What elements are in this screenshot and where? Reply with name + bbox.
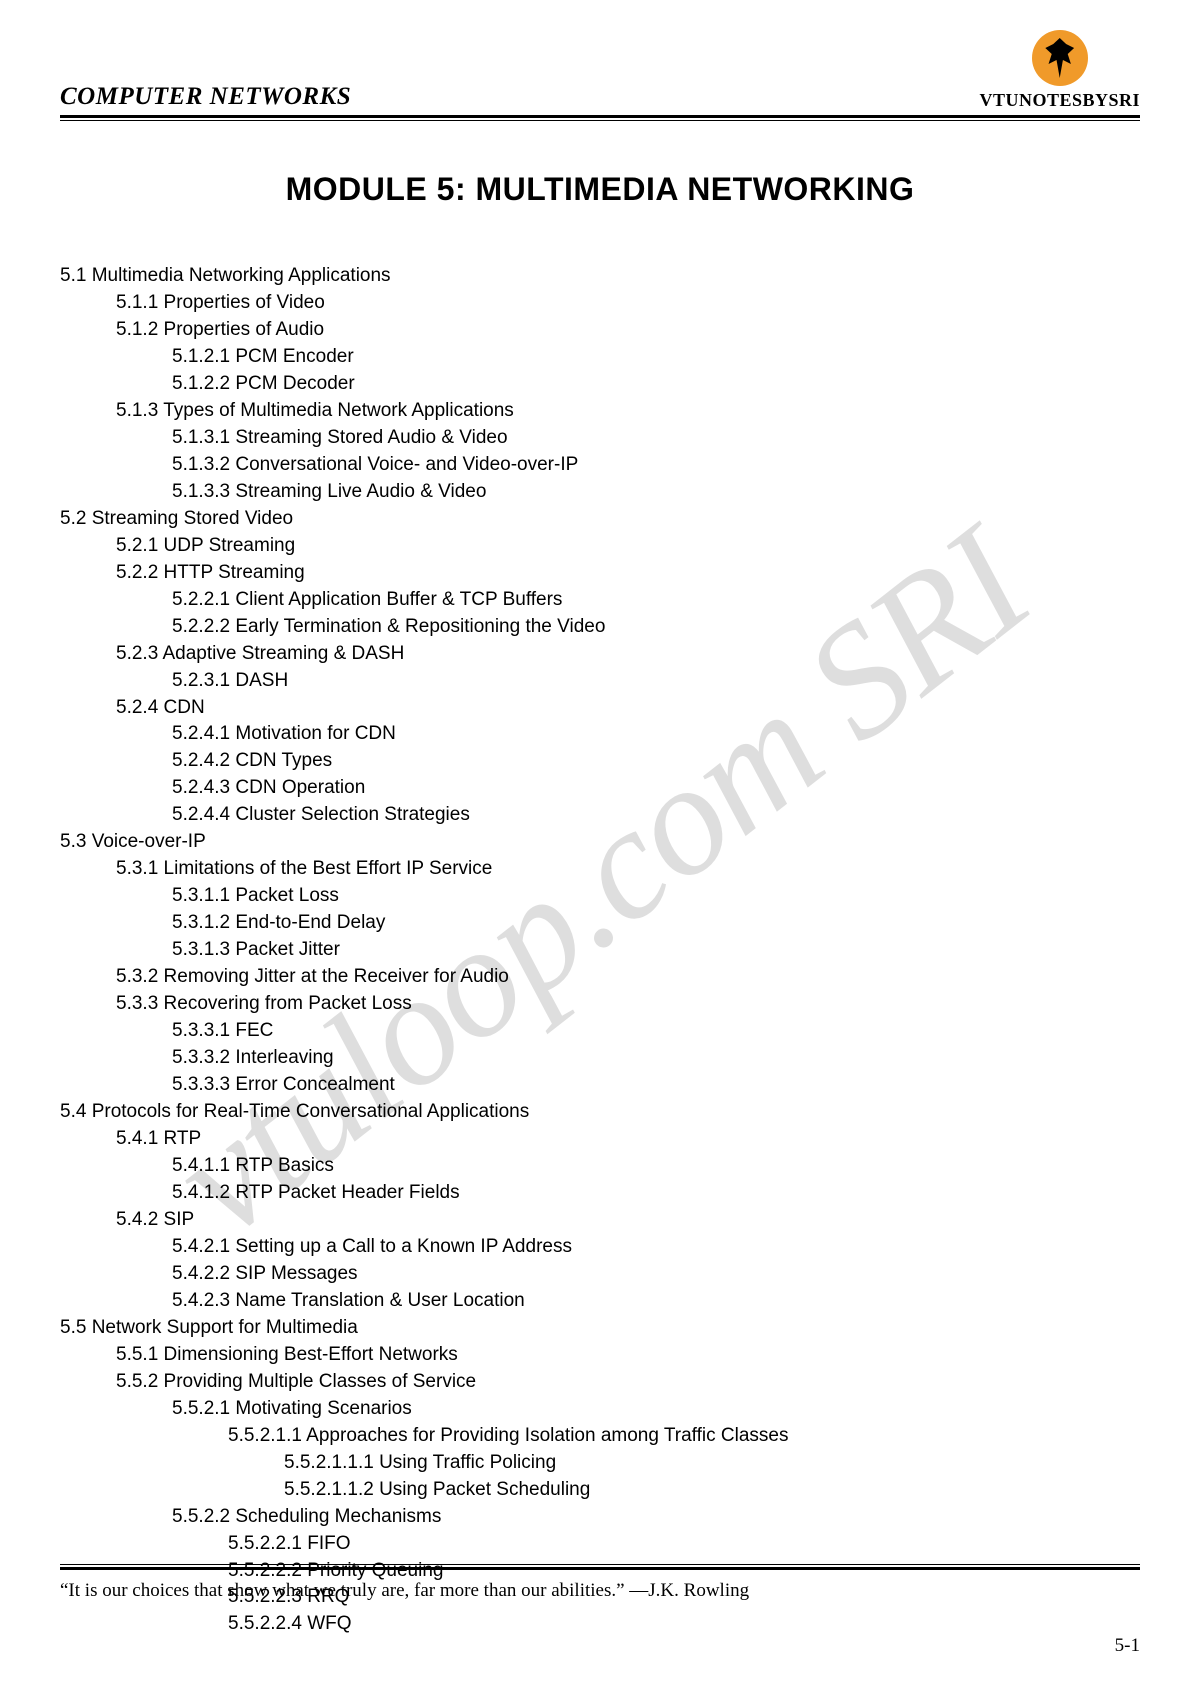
table-of-contents: 5.1 Multimedia Networking Applications5.… bbox=[60, 263, 1140, 1638]
toc-entry: 5.4.1.1 RTP Basics bbox=[172, 1153, 1140, 1180]
toc-entry: 5.2.2 HTTP Streaming bbox=[116, 560, 1140, 587]
toc-entry: 5.1.2 Properties of Audio bbox=[116, 317, 1140, 344]
header-row: COMPUTER NETWORKS VTUNOTESBYSRI bbox=[60, 30, 1140, 111]
toc-entry: 5.2.4.1 Motivation for CDN bbox=[172, 721, 1140, 748]
toc-entry: 5.5.2.1.1 Approaches for Providing Isola… bbox=[228, 1423, 1140, 1450]
toc-entry: 5.2.1 UDP Streaming bbox=[116, 533, 1140, 560]
toc-entry: 5.1.3.2 Conversational Voice- and Video-… bbox=[172, 452, 1140, 479]
toc-entry: 5.1.3 Types of Multimedia Network Applic… bbox=[116, 398, 1140, 425]
toc-entry: 5.3.1.2 End-to-End Delay bbox=[172, 910, 1140, 937]
toc-entry: 5.3.1.3 Packet Jitter bbox=[172, 937, 1140, 964]
toc-entry: 5.3.1 Limitations of the Best Effort IP … bbox=[116, 856, 1140, 883]
brand-block: VTUNOTESBYSRI bbox=[979, 30, 1140, 111]
toc-entry: 5.2.4.2 CDN Types bbox=[172, 748, 1140, 775]
footer-area: “It is our choices that show what we tru… bbox=[60, 1544, 1140, 1602]
toc-entry: 5.4.1.2 RTP Packet Header Fields bbox=[172, 1180, 1140, 1207]
footer-rule bbox=[60, 1564, 1140, 1570]
toc-entry: 5.2.2.1 Client Application Buffer & TCP … bbox=[172, 587, 1140, 614]
toc-entry: 5.5 Network Support for Multimedia bbox=[60, 1315, 1140, 1342]
toc-entry: 5.5.1 Dimensioning Best-Effort Networks bbox=[116, 1342, 1140, 1369]
toc-entry: 5.5.2.2.4 WFQ bbox=[228, 1611, 1140, 1638]
toc-entry: 5.4.2.2 SIP Messages bbox=[172, 1261, 1140, 1288]
course-title: COMPUTER NETWORKS bbox=[60, 83, 351, 111]
toc-entry: 5.1.3.3 Streaming Live Audio & Video bbox=[172, 479, 1140, 506]
module-title: MODULE 5: MULTIMEDIA NETWORKING bbox=[60, 171, 1140, 208]
toc-entry: 5.5.2.1 Motivating Scenarios bbox=[172, 1396, 1140, 1423]
toc-entry: 5.3.3.2 Interleaving bbox=[172, 1045, 1140, 1072]
toc-entry: 5.3.3.1 FEC bbox=[172, 1018, 1140, 1045]
toc-entry: 5.3.3.3 Error Concealment bbox=[172, 1072, 1140, 1099]
toc-entry: 5.1.2.2 PCM Decoder bbox=[172, 371, 1140, 398]
toc-entry: 5.2.3 Adaptive Streaming & DASH bbox=[116, 641, 1140, 668]
toc-entry: 5.3.1.1 Packet Loss bbox=[172, 883, 1140, 910]
toc-entry: 5.2.4 CDN bbox=[116, 695, 1140, 722]
toc-entry: 5.1.2.1 PCM Encoder bbox=[172, 344, 1140, 371]
toc-entry: 5.5.2 Providing Multiple Classes of Serv… bbox=[116, 1369, 1140, 1396]
toc-entry: 5.1.3.1 Streaming Stored Audio & Video bbox=[172, 425, 1140, 452]
page-container: vtuloop.com SRI COMPUTER NETWORKS VTUNOT… bbox=[0, 0, 1200, 1697]
page-number: 5-1 bbox=[1115, 1635, 1140, 1657]
toc-entry: 5.4.2.1 Setting up a Call to a Known IP … bbox=[172, 1234, 1140, 1261]
toc-entry: 5.4.2 SIP bbox=[116, 1207, 1140, 1234]
toc-entry: 5.2.4.4 Cluster Selection Strategies bbox=[172, 802, 1140, 829]
toc-entry: 5.2.4.3 CDN Operation bbox=[172, 775, 1140, 802]
toc-entry: 5.1.1 Properties of Video bbox=[116, 290, 1140, 317]
header-rule bbox=[60, 115, 1140, 121]
toc-entry: 5.2.2.2 Early Termination & Repositionin… bbox=[172, 614, 1140, 641]
brand-logo-icon bbox=[1032, 30, 1088, 86]
toc-entry: 5.3 Voice-over-IP bbox=[60, 829, 1140, 856]
toc-entry: 5.1 Multimedia Networking Applications bbox=[60, 263, 1140, 290]
toc-entry: 5.4.2.3 Name Translation & User Location bbox=[172, 1288, 1140, 1315]
toc-entry: 5.2.3.1 DASH bbox=[172, 668, 1140, 695]
toc-entry: 5.2 Streaming Stored Video bbox=[60, 506, 1140, 533]
toc-entry: 5.5.2.1.1.1 Using Traffic Policing bbox=[284, 1450, 1140, 1477]
toc-entry: 5.3.3 Recovering from Packet Loss bbox=[116, 991, 1140, 1018]
toc-entry: 5.3.2 Removing Jitter at the Receiver fo… bbox=[116, 964, 1140, 991]
brand-text: VTUNOTESBYSRI bbox=[979, 90, 1140, 111]
toc-entry: 5.4 Protocols for Real-Time Conversation… bbox=[60, 1099, 1140, 1126]
footer-quote: “It is our choices that show what we tru… bbox=[60, 1580, 1140, 1602]
toc-entry: 5.5.2.2 Scheduling Mechanisms bbox=[172, 1504, 1140, 1531]
toc-entry: 5.4.1 RTP bbox=[116, 1126, 1140, 1153]
toc-entry: 5.5.2.1.1.2 Using Packet Scheduling bbox=[284, 1477, 1140, 1504]
